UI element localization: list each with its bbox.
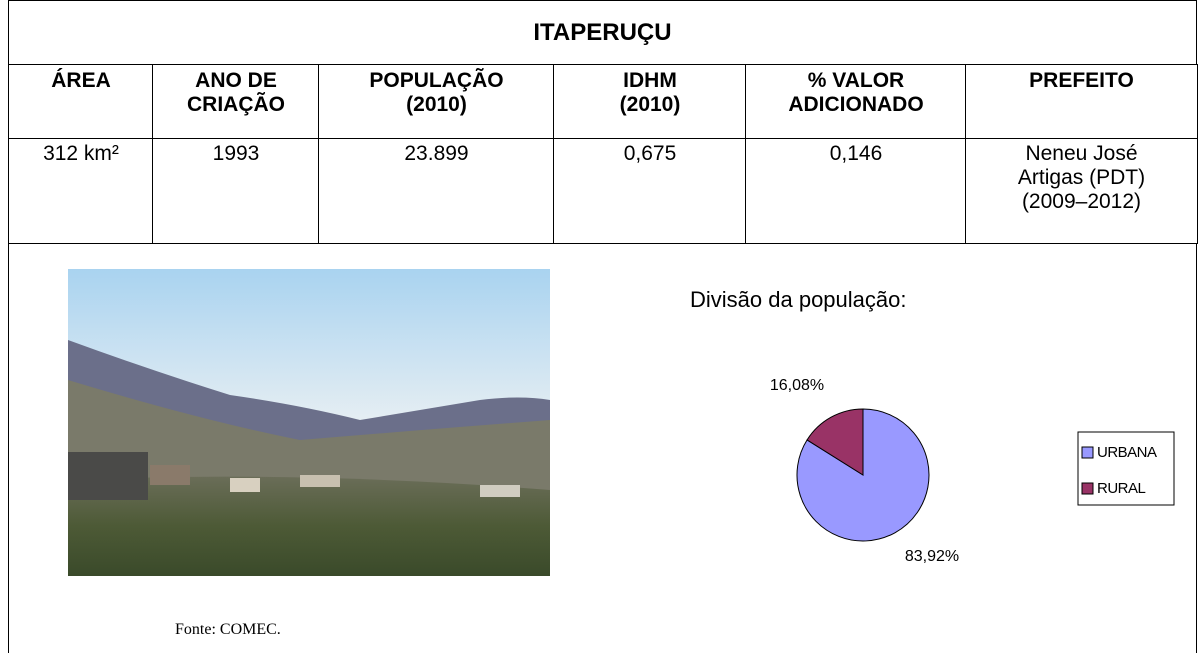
table-cell: 0,146: [745, 138, 966, 244]
table-title: ITAPERUÇU: [8, 0, 1197, 65]
legend-swatch: [1081, 482, 1094, 495]
legend-swatch: [1081, 446, 1094, 459]
table-cell: 23.899: [318, 138, 554, 244]
column-header: % VALOR ADICIONADO: [745, 64, 966, 139]
legend-label: URBANA: [1097, 444, 1157, 461]
bottom-panel: [8, 243, 1197, 653]
table-cell: Neneu José Artigas (PDT) (2009–2012): [965, 138, 1198, 244]
data-label: 83,92%: [905, 548, 959, 565]
data-label: 16,08%: [770, 377, 824, 394]
legend-label: RURAL: [1097, 480, 1146, 497]
table-cell: 0,675: [553, 138, 746, 244]
column-header: ÁREA: [8, 64, 153, 139]
column-header: POPULAÇÃO (2010): [318, 64, 554, 139]
legend-box: [1077, 431, 1175, 506]
photo-caption: Fonte: COMEC.: [175, 621, 281, 638]
table-cell: 1993: [152, 138, 319, 244]
chart-title: Divisão da população:: [690, 287, 906, 312]
pie-slice: [806, 408, 864, 476]
photo: [68, 269, 550, 576]
column-header: IDHM (2010): [553, 64, 746, 139]
column-header: ANO DE CRIAÇÃO: [152, 64, 319, 139]
table-cell: 312 km²: [8, 138, 153, 244]
